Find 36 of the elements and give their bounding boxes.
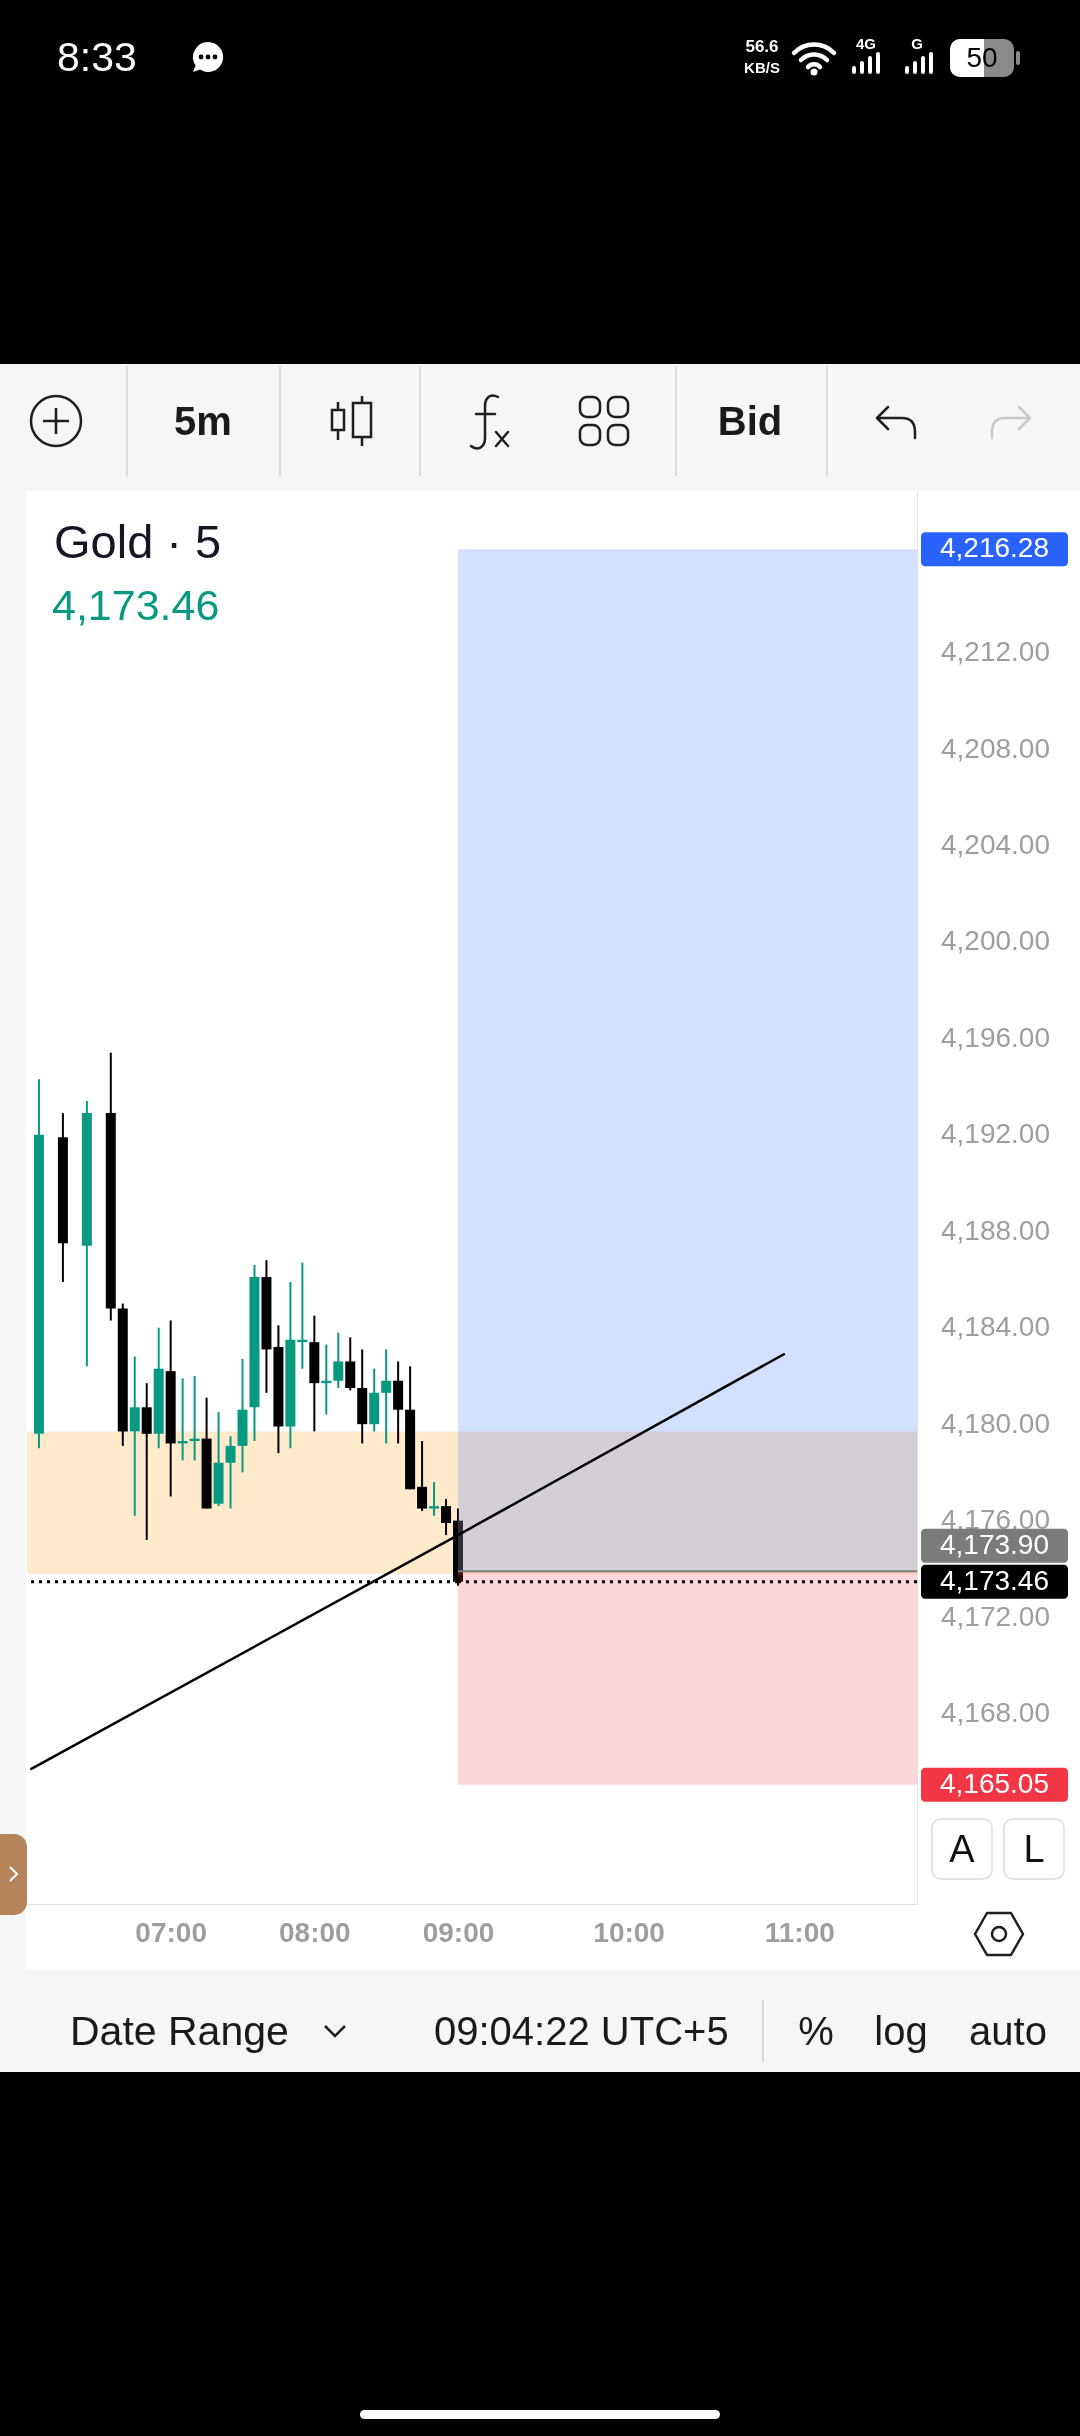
x-tick-label: 07:00 [135,1916,207,1948]
band-label: 4,216.28 [940,532,1049,564]
text: 4G [855,34,877,52]
band-label: 4,165.05 [940,1767,1049,1799]
y-tick-label: 4,180.00 [941,1407,1050,1439]
text: 4,173.46 [52,580,220,629]
y-tick-label: 4,204.00 [941,828,1050,860]
text: 5m [174,399,232,443]
text: Bid [717,399,783,443]
text: KB/S [744,58,780,76]
ref-line-label: 4,173.46 [940,1564,1049,1596]
text: A [949,1828,975,1870]
x-tick-label: 08:00 [279,1916,351,1948]
x-tick-label: 09:00 [422,1916,495,1948]
text: L [1023,1828,1045,1870]
y-tick-label: 4,192.00 [941,1118,1050,1150]
y-tick-label: 4,212.00 [941,636,1050,668]
x-tick-label: 11:00 [764,1916,835,1948]
y-tick-label: 4,172.00 [941,1600,1050,1632]
y-tick-label: 4,208.00 [941,732,1050,764]
text: % [798,2009,834,2053]
text: 8:33 [57,33,137,80]
y-tick-label: 4,188.00 [941,1214,1050,1246]
y-tick-label: 4,200.00 [941,925,1050,957]
y-tick-label: 4,196.00 [941,1021,1050,1053]
x-tick-label: 10:00 [593,1916,665,1948]
text: 56.6 [745,36,779,56]
text: Date Range [70,2007,289,2054]
text: 09:04:22 UTC+5 [434,2009,729,2053]
y-tick-label: 4,184.00 [941,1311,1050,1343]
text: G [911,34,923,52]
text: 50 [966,42,998,73]
y-tick-label: 4,168.00 [941,1697,1050,1729]
text: auto [969,2009,1047,2053]
text: Gold · 5 [54,514,222,568]
text: log [874,2009,928,2053]
